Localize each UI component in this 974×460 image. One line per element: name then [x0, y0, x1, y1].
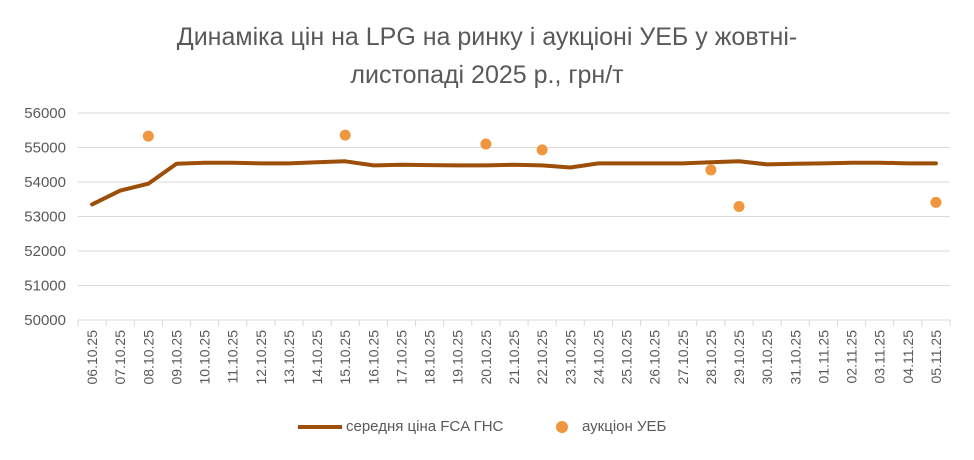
x-tick-label: 19.10.25 [450, 330, 466, 385]
x-tick-label: 15.10.25 [337, 330, 353, 385]
y-axis-tick-labels: 50000 51000 52000 53000 54000 55000 56000 [24, 105, 66, 329]
auction-point [142, 130, 154, 142]
x-tick-label: 17.10.25 [393, 330, 409, 385]
x-tick-label: 02.11.25 [844, 330, 860, 384]
legend-item-average-price: середня ціна FCA ГНС [298, 418, 503, 435]
series [90, 129, 942, 212]
x-tick-label: 31.10.25 [787, 330, 803, 385]
x-tick-label: 29.10.25 [731, 330, 747, 385]
x-tick-label: 27.10.25 [675, 330, 691, 385]
chart-title-line-1: Динаміка цін на LPG на ринку і аукціоні … [176, 23, 798, 51]
y-tick-label: 55000 [24, 140, 66, 157]
x-tick-label: 18.10.25 [422, 330, 438, 385]
chart-title-line-2: листопаді 2025 р., грн/т [350, 61, 624, 89]
x-tick-label: 16.10.25 [365, 330, 381, 385]
chart-title: Динаміка цін на LPG на ринку і аукціоні … [0, 18, 974, 94]
x-tick-label: 14.10.25 [309, 330, 325, 385]
auction-point [536, 144, 548, 156]
x-tick-label: 09.10.25 [168, 330, 184, 385]
x-tick-label: 07.10.25 [112, 330, 128, 385]
x-tick-label: 28.10.25 [703, 330, 719, 385]
x-tick-label: 21.10.25 [506, 330, 522, 385]
gridlines [78, 112, 950, 321]
x-tick-label: 04.11.25 [900, 330, 916, 384]
auction-point [705, 164, 717, 176]
x-tick-label: 20.10.25 [478, 330, 494, 385]
y-tick-label: 51000 [24, 278, 66, 295]
x-tick-label: 03.11.25 [872, 330, 888, 384]
y-tick-label: 54000 [24, 174, 66, 191]
x-tick-label: 05.11.25 [928, 330, 944, 384]
series-line-average-price [90, 159, 938, 207]
legend: середня ціна FCA ГНС аукціон УЕБ [0, 418, 974, 446]
x-axis-tick-labels: 06.10.25 07.10.25 08.10.25 09.10.25 10.10.25… [84, 330, 944, 385]
auction-point [480, 138, 492, 150]
x-tick-label: 26.10.25 [647, 330, 663, 385]
x-axis-tick-marks [77, 320, 951, 326]
y-tick-label: 52000 [24, 243, 66, 260]
x-tick-label: 08.10.25 [140, 330, 156, 385]
x-tick-label: 23.10.25 [562, 330, 578, 385]
auction-point [930, 196, 942, 208]
x-tick-label: 10.10.25 [197, 330, 213, 385]
legend-item-auction: аукціон УЕБ [556, 418, 666, 435]
y-tick-label: 50000 [24, 312, 66, 329]
x-tick-label: 30.10.25 [759, 330, 775, 385]
auction-point [339, 129, 351, 141]
legend-line-swatch [298, 424, 342, 429]
legend-label-auction: аукціон УЕБ [582, 418, 667, 435]
x-tick-label: 12.10.25 [253, 330, 269, 385]
y-tick-label: 53000 [24, 209, 66, 226]
x-tick-label: 25.10.25 [619, 330, 635, 385]
x-tick-label: 01.11.25 [815, 330, 831, 384]
legend-label-average-price: середня ціна FCA ГНС [346, 418, 504, 435]
y-tick-label: 56000 [24, 105, 66, 122]
legend-dot-swatch [556, 420, 568, 433]
x-tick-label: 13.10.25 [281, 330, 297, 385]
x-tick-label: 06.10.25 [84, 330, 100, 385]
auction-point [733, 200, 745, 212]
x-tick-label: 24.10.25 [590, 330, 606, 385]
x-tick-label: 11.10.25 [225, 330, 241, 384]
x-tick-label: 22.10.25 [534, 330, 550, 385]
